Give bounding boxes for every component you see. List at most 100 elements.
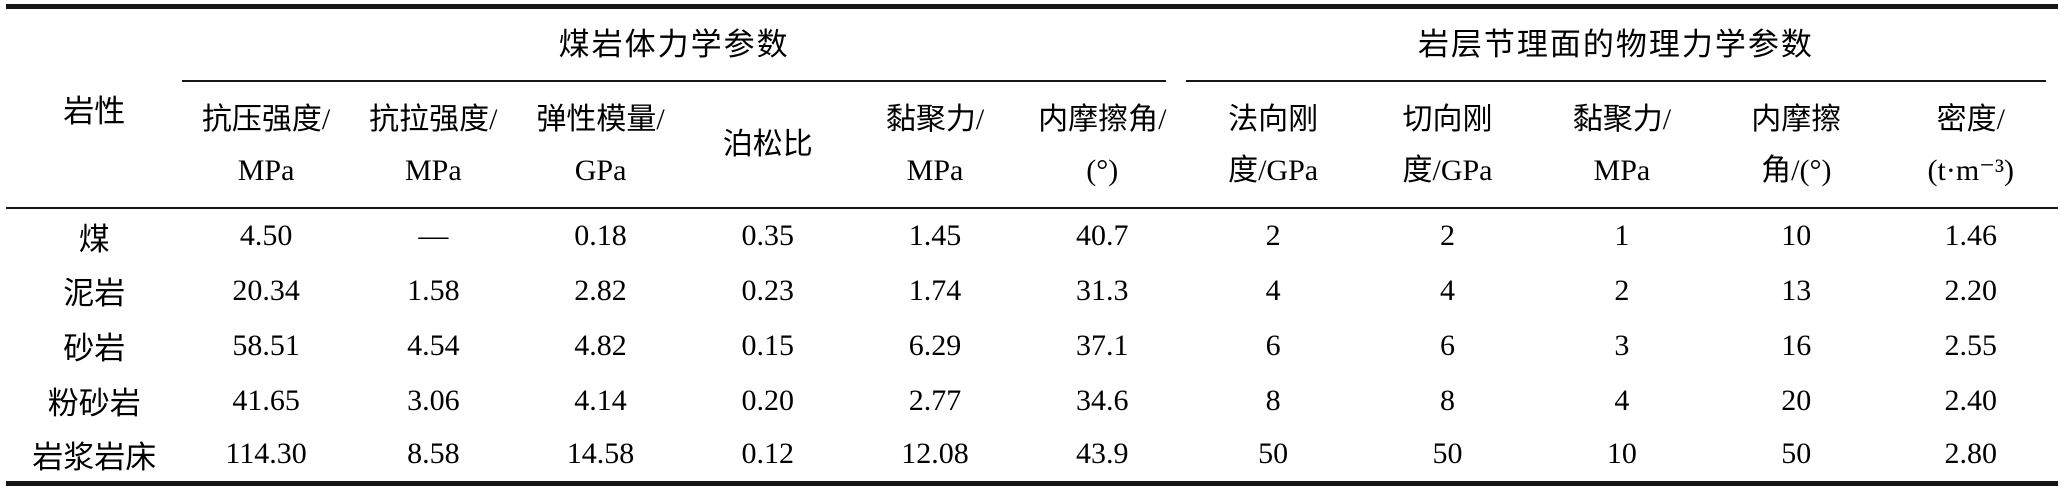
cell: 34.6 bbox=[1076, 383, 1129, 417]
cell: 0.23 bbox=[741, 273, 795, 307]
cell: 13 bbox=[1781, 273, 1812, 307]
cell: 37.1 bbox=[1076, 328, 1129, 362]
col-header-line: 抗压强度/ bbox=[201, 102, 331, 136]
cell: 1 bbox=[1614, 219, 1630, 252]
cell: 4.82 bbox=[574, 328, 627, 362]
col-header-joint-friction-angle: 内摩擦 角/(°) bbox=[1709, 82, 1884, 209]
cell: 2 bbox=[1439, 219, 1455, 252]
cell: 8.58 bbox=[407, 437, 460, 471]
cell: 31.3 bbox=[1076, 273, 1129, 307]
col-header-line: GPa bbox=[574, 153, 627, 187]
cell: 114.30 bbox=[225, 437, 307, 471]
cell: 1.46 bbox=[1944, 219, 1998, 252]
cell: 41.65 bbox=[232, 383, 300, 417]
cell: 2 bbox=[1614, 273, 1630, 307]
cell: 8 bbox=[1265, 383, 1281, 417]
cell: 58.51 bbox=[232, 328, 300, 362]
cell: 1.74 bbox=[908, 273, 962, 307]
col-header-compressive-strength: 抗压强度/ MPa bbox=[182, 82, 350, 209]
cell: 10 bbox=[1781, 219, 1812, 252]
col-header-line: 切向刚 bbox=[1402, 102, 1493, 136]
cell: 2.20 bbox=[1944, 273, 1998, 307]
cell: 0.12 bbox=[741, 437, 795, 471]
col-header-line: (t·m⁻³) bbox=[1927, 153, 2014, 187]
col-header-tensile-strength: 抗拉强度/ MPa bbox=[349, 82, 517, 209]
row-label: 砂岩 bbox=[63, 331, 126, 366]
cell: 2.82 bbox=[574, 273, 627, 307]
group-header-joint-plane-label: 岩层节理面的物理力学参数 bbox=[1185, 9, 2046, 82]
table-row-sandstone: 砂岩 58.51 4.54 4.82 0.15 6.29 37.1 6 6 3 … bbox=[6, 318, 2058, 373]
cell: 6 bbox=[1265, 328, 1281, 362]
cell: 4 bbox=[1614, 383, 1630, 417]
col-header-lithology: 岩性 bbox=[6, 6, 183, 209]
col-header-line: MPa bbox=[1593, 153, 1651, 187]
cell: 2.80 bbox=[1944, 437, 1998, 471]
cell: 50 bbox=[1781, 437, 1812, 471]
cell: 2.55 bbox=[1944, 328, 1998, 362]
cell: 1.45 bbox=[908, 219, 962, 252]
cell: 4 bbox=[1265, 273, 1281, 307]
col-header-normal-stiffness: 法向刚 度/GPa bbox=[1185, 82, 1361, 209]
cell: 0.18 bbox=[574, 219, 627, 252]
col-header-line: 密度/ bbox=[1936, 102, 2005, 136]
cell: 0.15 bbox=[741, 328, 795, 362]
row-label: 岩浆岩床 bbox=[32, 439, 157, 475]
row-label: 泥岩 bbox=[63, 276, 126, 311]
cell: 20 bbox=[1781, 383, 1812, 417]
cell: 0.20 bbox=[741, 383, 795, 417]
col-header-line: 抗拉强度/ bbox=[369, 102, 498, 136]
table-row-coal: 煤 4.50 — 0.18 0.35 1.45 40.7 2 2 1 10 1.… bbox=[6, 208, 2058, 263]
group-header-coal-rock-mass-label: 煤岩体力学参数 bbox=[182, 9, 1166, 82]
col-header-density: 密度/ (t·m⁻³) bbox=[1883, 82, 2058, 209]
cell: 4.14 bbox=[574, 383, 627, 417]
col-header-line: (°) bbox=[1086, 153, 1119, 187]
col-header-poisson-ratio: 泊松比 bbox=[684, 82, 852, 209]
col-header-line: MPa bbox=[237, 153, 295, 187]
cell: 14.58 bbox=[566, 437, 635, 471]
table-row-mudstone: 泥岩 20.34 1.58 2.82 0.23 1.74 31.3 4 4 2 … bbox=[6, 263, 2058, 318]
cell: 1.58 bbox=[407, 273, 460, 307]
cell: 6.29 bbox=[908, 328, 962, 362]
cell: 4.54 bbox=[407, 328, 460, 362]
cell: 8 bbox=[1439, 383, 1455, 417]
col-header-line: 度/GPa bbox=[1402, 153, 1493, 187]
col-header-line: 法向刚 bbox=[1228, 102, 1319, 136]
cell: 12.08 bbox=[901, 437, 969, 471]
cell: 50 bbox=[1432, 437, 1463, 471]
cell: 3 bbox=[1614, 328, 1630, 362]
row-label: 粉砂岩 bbox=[47, 386, 141, 421]
col-header-cohesion: 黏聚力/ MPa bbox=[851, 82, 1019, 209]
cell: 10 bbox=[1606, 437, 1637, 471]
col-header-line: 黏聚力/ bbox=[1572, 102, 1672, 136]
col-header-line: 黏聚力/ bbox=[885, 102, 985, 136]
col-header-elastic-modulus: 弹性模量/ GPa bbox=[516, 82, 685, 209]
col-header-line: 内摩擦 bbox=[1751, 102, 1842, 136]
cell: 16 bbox=[1781, 328, 1812, 362]
cell: 2.77 bbox=[908, 383, 962, 417]
cell: 2 bbox=[1265, 219, 1281, 252]
group-header-coal-rock-mass: 煤岩体力学参数 bbox=[182, 7, 1185, 82]
rock-mechanics-parameters-table: 岩性 煤岩体力学参数 岩层节理面的物理力学参数 抗压强度/ MPa 抗拉强度/ … bbox=[6, 4, 2058, 486]
cell: 3.06 bbox=[407, 383, 460, 417]
cell: 50 bbox=[1258, 437, 1289, 471]
table-row-magmatic-sill: 岩浆岩床 114.30 8.58 14.58 0.12 12.08 43.9 5… bbox=[6, 428, 2058, 483]
col-header-joint-cohesion: 黏聚力/ MPa bbox=[1534, 82, 1710, 209]
cell: 43.9 bbox=[1076, 437, 1129, 471]
group-header-row: 岩性 煤岩体力学参数 岩层节理面的物理力学参数 bbox=[6, 6, 2058, 209]
cell: — bbox=[418, 219, 449, 252]
col-header-line: 度/GPa bbox=[1228, 153, 1319, 187]
cell: 4 bbox=[1439, 273, 1455, 307]
cell: 6 bbox=[1439, 328, 1455, 362]
cell: 2.40 bbox=[1944, 383, 1998, 417]
cell: 0.35 bbox=[741, 219, 795, 252]
col-header-line: 泊松比 bbox=[722, 128, 813, 161]
group-header-joint-plane: 岩层节理面的物理力学参数 bbox=[1185, 7, 2058, 82]
col-header-line: MPa bbox=[404, 153, 462, 187]
col-header-friction-angle: 内摩擦角/ (°) bbox=[1018, 82, 1186, 209]
row-label: 煤 bbox=[78, 221, 110, 257]
col-header-line: 角/(°) bbox=[1761, 153, 1832, 187]
col-header-line: 内摩擦角/ bbox=[1038, 102, 1167, 136]
col-header-line: 弹性模量/ bbox=[536, 102, 665, 136]
table-row-siltstone: 粉砂岩 41.65 3.06 4.14 0.20 2.77 34.6 8 8 4… bbox=[6, 373, 2058, 428]
